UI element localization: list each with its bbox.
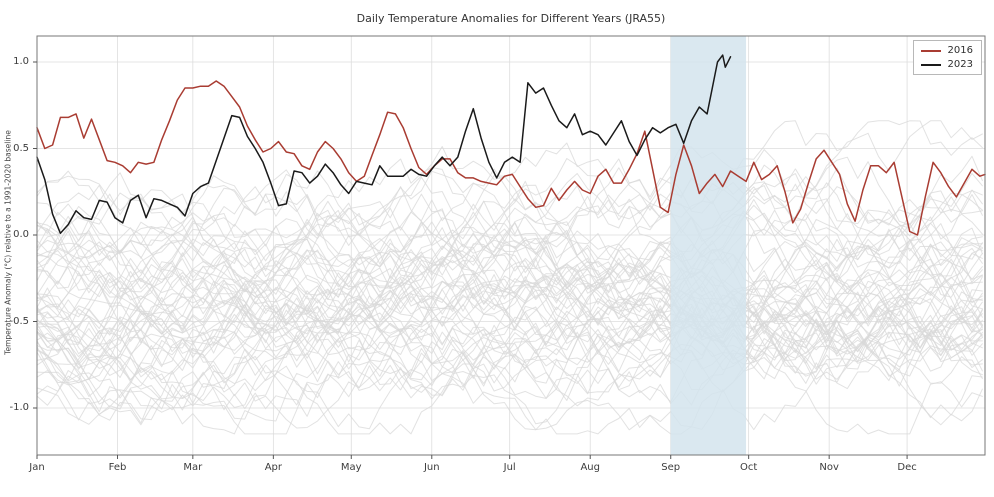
x-tick-label-feb: Feb: [108, 462, 127, 473]
background-year-line: [36, 186, 983, 350]
background-year-line: [36, 176, 983, 320]
chart-title: Daily Temperature Anomalies for Differen…: [356, 12, 666, 25]
background-year-line: [36, 211, 983, 333]
background-year-line: [36, 181, 983, 277]
x-tick-label-apr: Apr: [264, 462, 282, 473]
legend-label: 2016: [947, 45, 973, 56]
background-year-line: [36, 248, 983, 393]
background-year-line: [36, 303, 983, 426]
background-year-line: [36, 306, 983, 435]
background-year-line: [36, 222, 983, 402]
x-tick-label-may: May: [340, 462, 362, 473]
y-tick-label: 0.0: [13, 229, 29, 240]
series-line-2016: [36, 80, 986, 236]
background-year-line: [36, 200, 983, 321]
background-year-line: [36, 296, 983, 419]
x-tick-label-mar: Mar: [183, 462, 203, 473]
background-year-line: [36, 247, 983, 329]
x-tick-label-jun: Jun: [423, 462, 440, 473]
background-year-line: [36, 268, 983, 395]
background-year-line: [36, 172, 983, 358]
x-tick-label-jul: Jul: [503, 462, 516, 473]
background-year-line: [36, 298, 983, 392]
background-year-line: [36, 194, 983, 289]
background-year-line: [36, 167, 983, 273]
x-tick-label-aug: Aug: [580, 462, 600, 473]
x-tick-label-jan: Jan: [29, 462, 45, 473]
background-year-line: [36, 120, 983, 320]
y-tick-label: -1.0: [9, 402, 29, 413]
background-year-line: [36, 257, 983, 381]
background-year-line: [36, 168, 983, 281]
background-year-line: [36, 200, 983, 292]
background-year-line: [36, 303, 983, 399]
background-year-line: [36, 175, 983, 283]
series-line-2023: [36, 54, 732, 235]
background-year-line: [36, 298, 983, 431]
background-year-line: [36, 253, 983, 362]
background-year-line: [36, 183, 983, 342]
legend-swatch-2016: [920, 49, 941, 52]
background-year-line: [36, 184, 983, 337]
legend-swatch-2023: [920, 63, 941, 66]
background-year-line: [36, 251, 983, 435]
legend-item-2023: 2023: [920, 59, 973, 70]
background-year-line: [36, 204, 983, 302]
background-year-line: [36, 227, 983, 330]
y-tick-label: 1.0: [13, 56, 29, 67]
background-year-line: [36, 273, 983, 430]
x-tick-label-sep: Sep: [661, 462, 681, 473]
y-tick-label: 0.5: [13, 142, 29, 154]
background-year-line: [36, 227, 983, 399]
legend: 2016 2023: [912, 40, 982, 75]
plot-border: [36, 35, 986, 456]
background-year-line: [36, 158, 983, 266]
legend-item-2016: 2016: [920, 45, 973, 56]
background-year-line: [36, 276, 983, 382]
x-tick-label-nov: Nov: [819, 462, 839, 473]
background-year-line: [36, 291, 983, 370]
background-year-line: [36, 145, 983, 248]
y-tick-label: -0.5: [9, 315, 29, 327]
background-year-line: [36, 281, 983, 435]
x-tick-label-dec: Dec: [897, 462, 917, 473]
background-year-line: [36, 320, 983, 426]
x-tick-label-oct: Oct: [739, 462, 758, 473]
background-year-line: [36, 239, 983, 393]
highlight-band-september: [670, 36, 747, 455]
legend-label: 2023: [947, 59, 973, 70]
background-year-line: [36, 222, 983, 330]
background-year-line: [36, 228, 983, 370]
